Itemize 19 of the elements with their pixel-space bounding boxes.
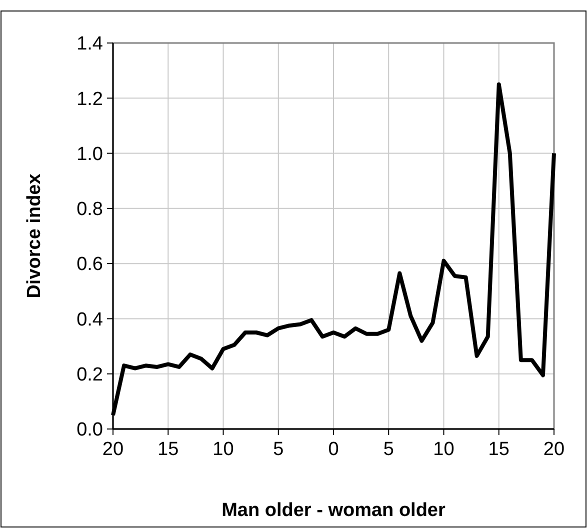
y-tick-label: 1.0 [76, 144, 103, 165]
x-tick-label: 20 [102, 439, 124, 460]
y-tick-label: 0.8 [76, 199, 103, 220]
x-tick-label: 15 [158, 439, 179, 460]
x-tick-label: 10 [433, 439, 454, 460]
y-axis-title: Divorce index [24, 173, 45, 298]
x-axis-title: Man older - woman older [222, 500, 446, 521]
y-tick-label: 0.0 [76, 420, 103, 441]
x-tick-label: 10 [212, 439, 234, 460]
y-tick-label: 1.2 [76, 88, 103, 110]
y-tick-label: 0.6 [76, 254, 103, 276]
x-tick-label: 5 [273, 439, 284, 460]
x-tick-label: 0 [328, 439, 339, 460]
y-tick-label: 0.4 [76, 309, 104, 330]
y-tick-label: 0.2 [76, 364, 103, 386]
y-tick-label: 1.4 [76, 34, 104, 55]
x-tick-label: 5 [383, 439, 394, 460]
x-tick-label: 15 [488, 439, 510, 460]
x-tick-label: 20 [543, 439, 565, 460]
